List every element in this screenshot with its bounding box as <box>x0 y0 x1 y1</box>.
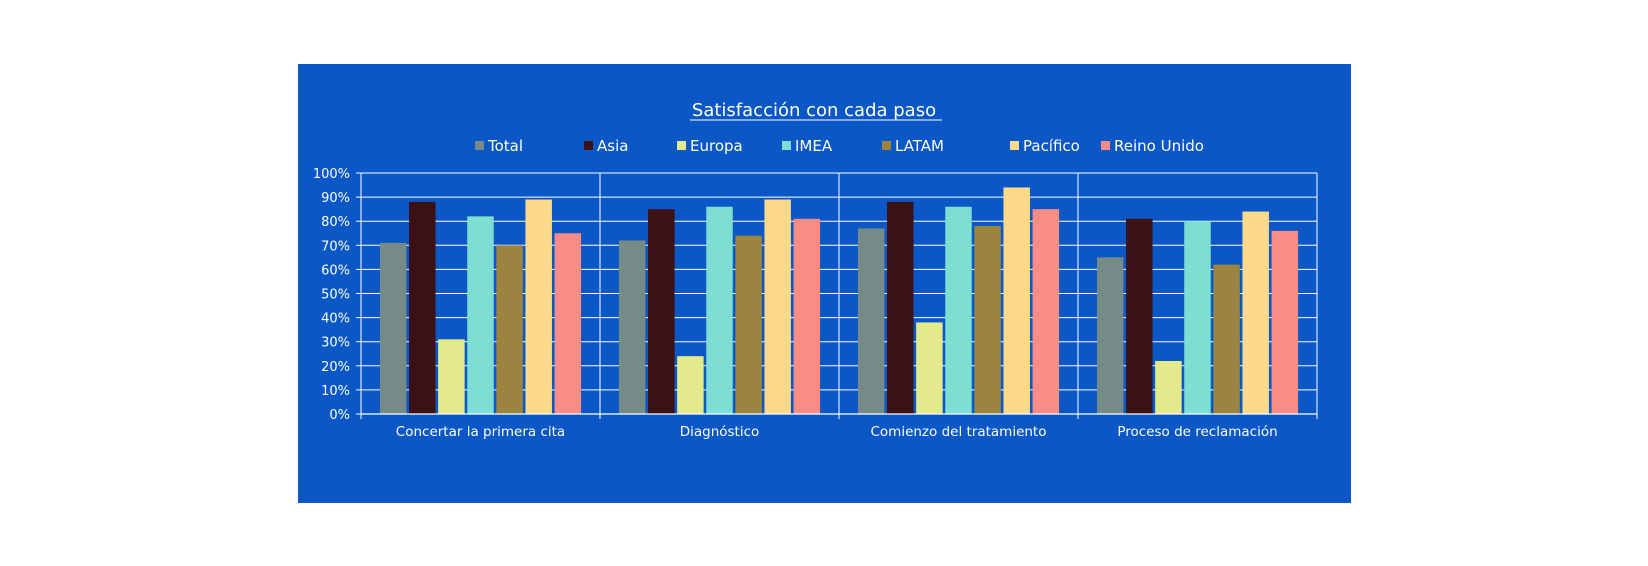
bar-2-5 <box>1003 187 1030 414</box>
bar-chart: Satisfacción con cada paso Total Asia Euro… <box>313 100 1318 440</box>
category-label-3: Proceso de reclamación <box>1117 424 1277 440</box>
y-tick-label-10: 100% <box>313 167 350 182</box>
bar-0-4 <box>496 245 523 414</box>
y-tick-label-3: 30% <box>321 336 350 351</box>
legend-label-0: Total <box>487 137 523 155</box>
legend-label-2: Europa <box>690 137 743 155</box>
y-tick-label-5: 50% <box>321 288 350 303</box>
y-tick-labels: 0% 10% 20% 30% 40% 50% 60% 70% 80% 90% 100% <box>313 167 350 423</box>
chart-panel: Satisfacción con cada paso Total Asia Euro… <box>298 64 1351 503</box>
legend-label-4: LATAM <box>895 137 944 155</box>
y-tick-label-9: 90% <box>321 191 350 206</box>
legend-swatch-6 <box>1101 141 1110 150</box>
y-tick-label-4: 40% <box>321 312 350 327</box>
bar-0-1 <box>409 201 436 414</box>
bar-0-2 <box>438 339 465 414</box>
bars <box>379 187 1299 414</box>
y-tick-label-6: 60% <box>321 263 350 278</box>
bar-0-6 <box>554 233 582 414</box>
bar-1-1 <box>648 209 675 414</box>
bar-3-0 <box>1096 257 1124 414</box>
legend-swatch-0 <box>475 141 484 150</box>
bar-1-3 <box>706 206 733 414</box>
legend-label-5: Pacífico <box>1023 137 1080 155</box>
bar-1-0 <box>618 240 646 414</box>
bar-3-5 <box>1242 211 1269 414</box>
legend-swatch-1 <box>584 141 593 150</box>
bar-2-1 <box>887 201 914 414</box>
bar-3-2 <box>1155 360 1182 414</box>
bar-0-3 <box>467 216 494 414</box>
legend-label-6: Reino Unido <box>1114 137 1204 155</box>
bar-1-2 <box>677 356 704 414</box>
y-tick-label-0: 0% <box>329 408 350 423</box>
y-tick-label-8: 80% <box>321 215 350 230</box>
legend-label-1: Asia <box>597 137 628 155</box>
y-tick-label-2: 20% <box>321 360 350 375</box>
category-label-2: Comienzo del tratamiento <box>870 424 1046 440</box>
bar-1-4 <box>735 235 762 414</box>
bar-2-4 <box>974 226 1001 414</box>
bar-3-4 <box>1213 264 1240 414</box>
legend-swatch-2 <box>677 141 686 150</box>
y-tick-label-7: 70% <box>321 239 350 254</box>
bar-1-6 <box>793 218 821 414</box>
bar-2-3 <box>945 206 972 414</box>
legend-swatch-3 <box>782 141 791 150</box>
bar-0-5 <box>525 199 552 414</box>
bar-3-6 <box>1271 230 1299 414</box>
bar-1-5 <box>764 199 791 414</box>
y-tick-label-1: 10% <box>321 384 350 399</box>
legend-swatch-5 <box>1010 141 1019 150</box>
bar-3-3 <box>1184 221 1211 414</box>
legend: Total Asia Europa IMEA LATAM Pacífico Reino Un… <box>475 137 1204 155</box>
bar-2-0 <box>857 228 885 414</box>
bar-0-0 <box>379 242 407 414</box>
legend-swatch-4 <box>882 141 891 150</box>
axes <box>360 173 1318 419</box>
legend-label-3: IMEA <box>795 137 833 155</box>
chart-title: Satisfacción con cada paso <box>692 100 936 121</box>
bar-2-6 <box>1032 209 1060 414</box>
category-labels: Concertar la primera cita Diagnóstico Comi… <box>396 424 1278 440</box>
category-label-1: Diagnóstico <box>680 424 760 440</box>
bar-2-2 <box>916 322 943 414</box>
bar-3-1 <box>1126 218 1153 414</box>
category-label-0: Concertar la primera cita <box>396 424 565 440</box>
